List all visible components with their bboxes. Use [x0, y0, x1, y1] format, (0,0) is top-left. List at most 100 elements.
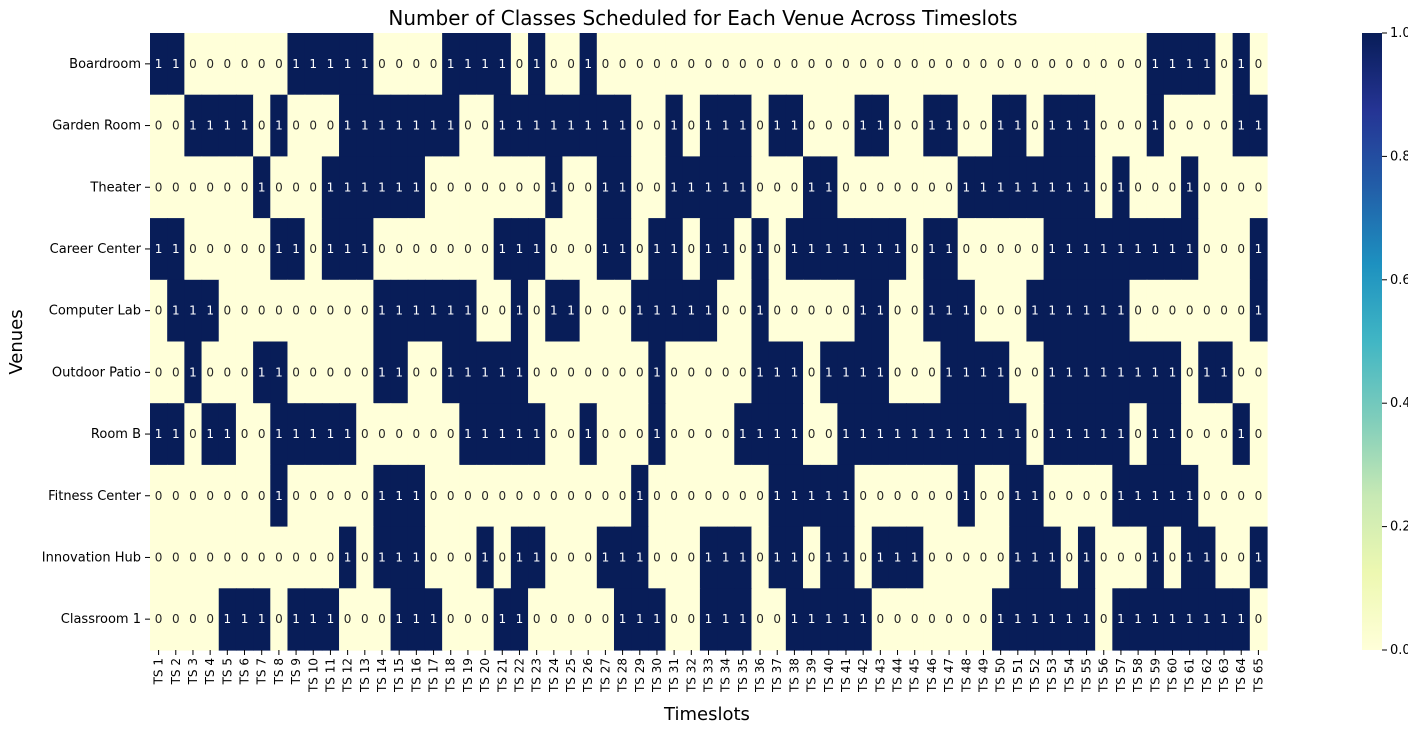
cell-value-label: 0	[894, 119, 902, 133]
cell-value-label: 0	[842, 304, 850, 318]
cell-value-label: 1	[739, 427, 747, 441]
heatmap-cell	[184, 33, 203, 96]
cell-value-label: 1	[722, 180, 730, 194]
heatmap-cell	[579, 464, 598, 528]
heatmap-cell	[442, 588, 460, 651]
cell-value-label: 0	[1237, 242, 1245, 256]
cell-value-label: 0	[361, 365, 369, 379]
heatmap-cell	[974, 588, 993, 651]
cell-value-label: 0	[997, 304, 1005, 318]
x-tick-label: TS 53	[1045, 658, 1059, 693]
cell-value-label: 1	[808, 612, 816, 626]
cell-value-label: 0	[739, 365, 747, 379]
heatmap-cell	[1026, 156, 1045, 219]
heatmap-cell	[717, 588, 735, 651]
heatmap-cell	[373, 526, 392, 589]
cell-value-label: 0	[653, 489, 661, 503]
cell-value-label: 0	[894, 57, 902, 71]
cell-value-label: 0	[1220, 489, 1228, 503]
cell-value-label: 0	[687, 612, 695, 626]
heatmap-cell	[906, 464, 924, 528]
cell-value-label: 0	[155, 180, 163, 194]
cell-value-label: 1	[395, 550, 403, 564]
heatmap-cell	[837, 403, 856, 466]
heatmap-cell	[150, 94, 168, 157]
heatmap-cell	[201, 464, 220, 528]
cell-value-label: 1	[481, 427, 489, 441]
heatmap-cell	[1249, 33, 1268, 96]
heatmap-cell	[992, 588, 1010, 651]
cell-value-label: 1	[859, 365, 867, 379]
heatmap-cell	[373, 588, 392, 651]
heatmap-cell	[1026, 33, 1045, 96]
y-tick-labels: Boardroom Garden Room Theater Career Center…	[42, 57, 150, 627]
cell-value-label: 0	[1014, 304, 1022, 318]
cell-value-label: 0	[687, 427, 695, 441]
cell-value-label: 0	[567, 180, 575, 194]
cell-value-label: 1	[224, 612, 232, 626]
heatmap-cell	[304, 218, 323, 281]
heatmap-cell	[785, 33, 804, 96]
cell-value-label: 0	[361, 304, 369, 318]
heatmap-cell	[407, 464, 426, 528]
cell-value-label: 0	[430, 57, 438, 71]
heatmap-cell	[854, 464, 873, 528]
cell-value-label: 1	[791, 119, 799, 133]
heatmap-cell	[768, 218, 787, 281]
cell-value-label: 1	[877, 242, 885, 256]
heatmap-cell	[1232, 279, 1251, 343]
cell-value-label: 0	[636, 242, 644, 256]
heatmap-cell	[493, 94, 512, 157]
cell-value-label: 1	[928, 427, 936, 441]
heatmap-cell	[167, 464, 185, 528]
heatmap-cell	[1077, 94, 1096, 157]
heatmap-cell	[1215, 33, 1234, 96]
cell-value-label: 1	[962, 365, 970, 379]
heatmap-cell	[837, 156, 856, 219]
heatmap-cell	[803, 464, 821, 528]
heatmap-cell	[1043, 218, 1062, 281]
x-tick-label: TS 8	[272, 658, 286, 685]
cell-value-label: 0	[997, 57, 1005, 71]
colorbar-tick-label: 0.6	[1390, 273, 1408, 288]
heatmap-cell	[184, 279, 203, 343]
x-tick-label: TS 24	[547, 658, 561, 693]
heatmap-cell	[528, 218, 546, 281]
heatmap-cell	[510, 94, 529, 157]
cell-value-label: 1	[808, 180, 816, 194]
cell-value-label: 0	[756, 57, 764, 71]
heatmap-cell	[579, 218, 598, 281]
cell-value-label: 0	[773, 242, 781, 256]
heatmap-cell	[751, 526, 770, 589]
heatmap-cell	[1198, 588, 1217, 651]
cell-value-label: 0	[413, 242, 421, 256]
heatmap-cell	[1009, 94, 1028, 157]
heatmap-cell	[442, 279, 460, 343]
heatmap-cell	[476, 33, 495, 96]
heatmap-cell	[820, 526, 838, 589]
heatmap-cell	[235, 156, 254, 219]
heatmap-cell	[1009, 526, 1028, 589]
cell-value-label: 0	[722, 365, 730, 379]
cell-value-label: 0	[1255, 612, 1263, 626]
heatmap-cell	[442, 33, 460, 96]
cell-value-label: 1	[1186, 612, 1194, 626]
cell-value-label: 1	[464, 57, 472, 71]
heatmap-cell	[923, 526, 942, 589]
cell-value-label: 1	[1014, 427, 1022, 441]
heatmap-cell	[253, 588, 271, 651]
heatmap-cell	[734, 156, 753, 219]
cell-value-label: 0	[636, 119, 644, 133]
cell-value-label: 0	[481, 242, 489, 256]
heatmap-cell	[1043, 464, 1062, 528]
x-tick-label: TS 22	[512, 658, 526, 693]
heatmap-cell	[235, 279, 254, 343]
heatmap-cell	[510, 218, 529, 281]
heatmap-cell	[803, 403, 821, 466]
heatmap-cell	[957, 156, 976, 219]
heatmap-cell	[218, 403, 237, 466]
cell-value-label: 1	[447, 304, 455, 318]
heatmap-cell	[1198, 279, 1217, 343]
cell-value-label: 0	[361, 550, 369, 564]
heatmap-cell	[631, 464, 649, 528]
